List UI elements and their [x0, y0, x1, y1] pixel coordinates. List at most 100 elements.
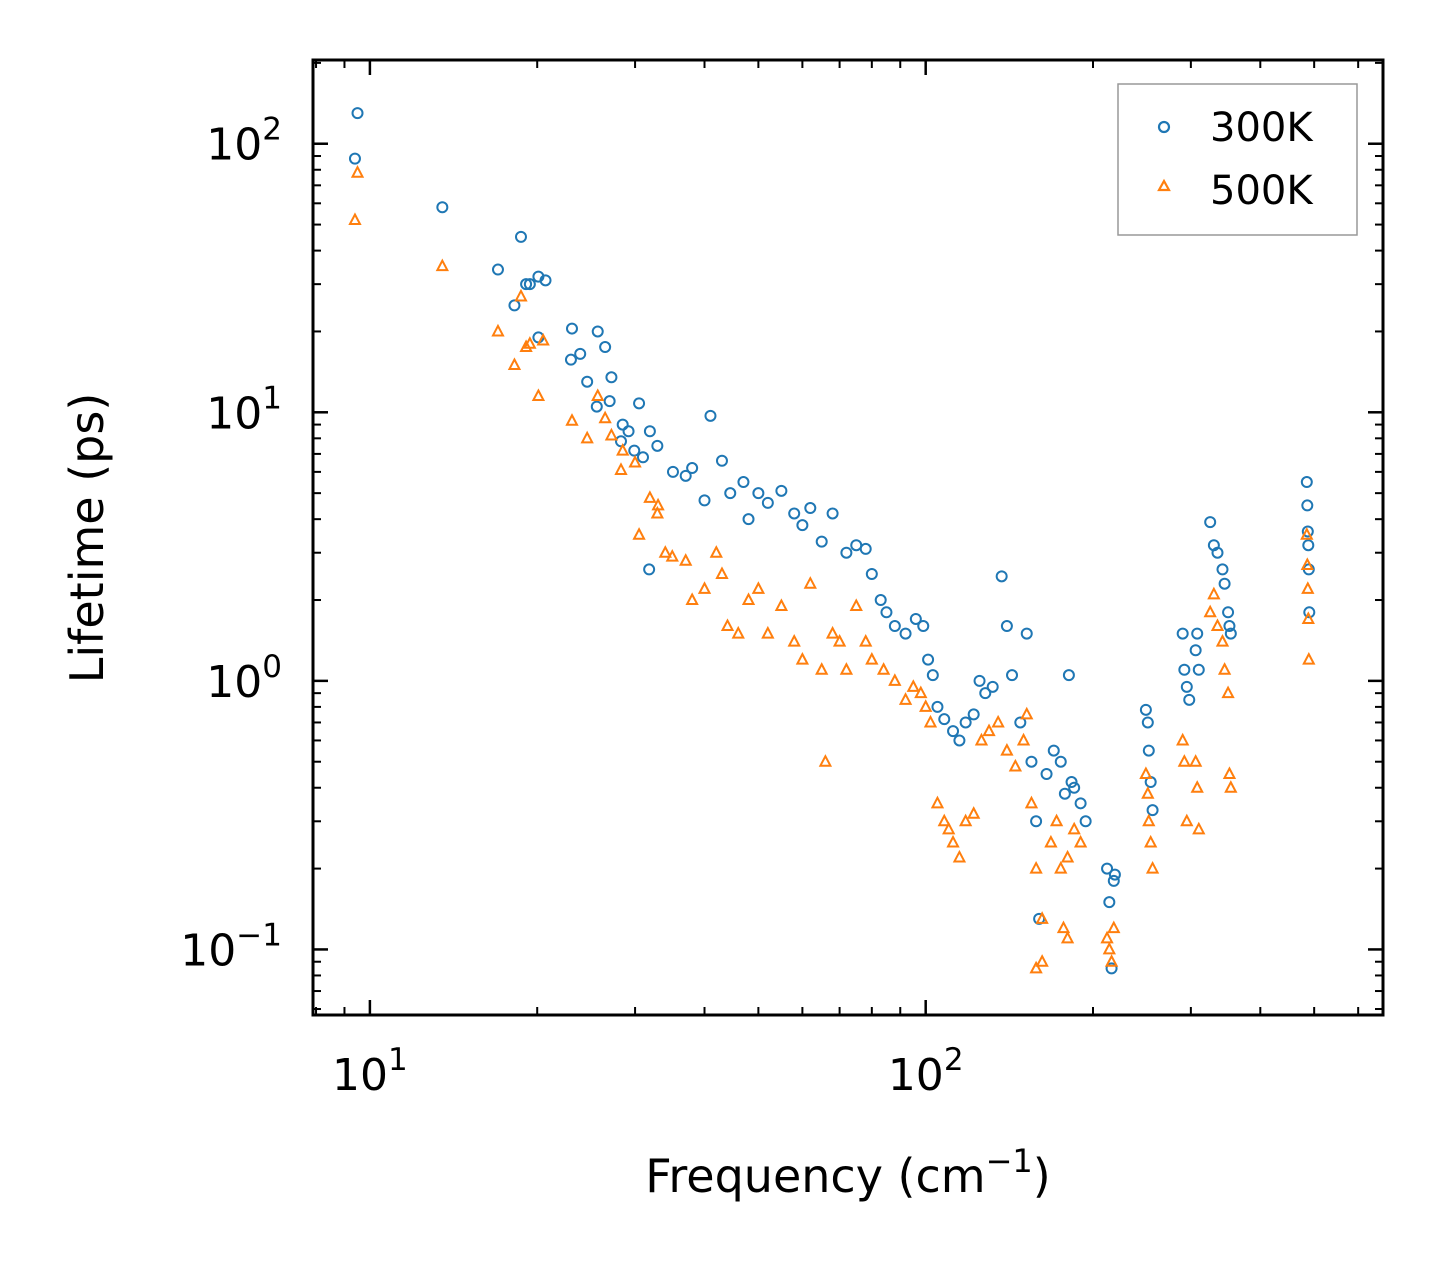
data-point-500k — [614, 462, 628, 475]
data-point-500k — [952, 849, 967, 863]
data-point-300k — [1204, 516, 1217, 529]
data-point-300k — [1065, 776, 1078, 789]
data-point-300k — [1301, 499, 1314, 512]
data-point-500k — [1044, 834, 1058, 848]
data-point-300k — [679, 469, 692, 482]
data-point-500k — [350, 165, 365, 178]
legend-marker-500k — [1157, 178, 1171, 192]
data-point-500k — [898, 692, 913, 705]
data-point-300k — [348, 152, 361, 165]
data-point-300k — [633, 397, 646, 410]
y-tick-label: 102 — [206, 112, 282, 171]
data-point-500k — [685, 592, 699, 606]
x-tick-label: 101 — [332, 1042, 408, 1101]
y-tick-label-base: 10 — [206, 120, 262, 171]
data-point-500k — [803, 576, 817, 589]
data-point-500k — [1302, 651, 1316, 665]
data-point-500k — [876, 662, 891, 675]
data-point-300k — [1302, 539, 1315, 552]
data-point-500k — [604, 427, 619, 441]
y-tick-label-exponent: −1 — [236, 917, 282, 953]
data-point-300k — [724, 487, 737, 500]
data-point-300k — [564, 353, 577, 366]
data-point-500k — [1104, 954, 1119, 967]
data-point-300k — [917, 620, 930, 633]
data-point-300k — [1020, 627, 1033, 640]
data-point-500k — [1016, 732, 1031, 746]
x-tick-label-exponent: 2 — [944, 1042, 964, 1078]
data-point-500k — [650, 505, 665, 519]
data-point-300k — [1025, 755, 1038, 768]
data-point-300k — [715, 454, 728, 467]
data-point-500k — [531, 388, 546, 401]
data-point-300k — [1062, 669, 1075, 682]
data-point-300k — [931, 700, 944, 713]
data-point-500k — [1300, 527, 1314, 540]
data-point-500k — [1300, 557, 1314, 571]
data-point-500k — [982, 723, 996, 737]
data-point-500k — [946, 834, 960, 848]
data-point-500k — [1203, 604, 1217, 618]
data-point-500k — [1024, 795, 1039, 809]
data-point-300k — [1176, 627, 1189, 640]
data-point-500k — [967, 806, 981, 819]
data-point-300k — [1191, 627, 1204, 640]
data-point-300k — [840, 546, 853, 559]
data-point-500k — [1142, 813, 1156, 827]
data-point-300k — [1103, 896, 1116, 909]
data-point-300k — [1218, 577, 1231, 590]
data-point-500k — [1056, 920, 1071, 934]
data-point-300k — [514, 230, 527, 243]
data-point-300k — [775, 484, 788, 497]
data-point-500k — [616, 442, 630, 456]
data-point-300k — [1216, 563, 1229, 576]
data-point-300k — [953, 734, 966, 747]
data-point-500k — [1301, 611, 1315, 624]
data-point-300k — [1139, 703, 1152, 716]
data-point-500k — [1107, 920, 1121, 934]
y-tick-label-exponent: 0 — [262, 649, 282, 685]
data-point-300k — [926, 669, 939, 682]
data-point-500k — [1000, 742, 1014, 756]
x-axis-label: Frequency (cm−1) — [645, 1142, 1050, 1203]
data-point-300k — [666, 465, 679, 478]
data-point-500k — [1301, 581, 1315, 594]
data-point-500k — [435, 258, 449, 272]
data-point-500k — [795, 651, 810, 665]
data-point-500k — [906, 679, 920, 692]
x-tick-label-base: 10 — [888, 1050, 944, 1101]
data-point-500k — [565, 413, 579, 426]
data-points — [348, 107, 1316, 975]
data-point-500k — [715, 566, 729, 579]
data-point-300k — [959, 716, 972, 729]
y-tick-label: 100 — [206, 649, 282, 708]
data-point-500k — [598, 410, 612, 424]
data-point-300k — [1105, 962, 1118, 975]
y-tick-label-exponent: 2 — [262, 112, 282, 148]
data-point-500k — [632, 527, 646, 540]
legend-frame — [1117, 83, 1358, 236]
data-point-300k — [922, 653, 935, 666]
data-point-300k — [995, 570, 1008, 583]
y-tick-label: 101 — [206, 380, 282, 439]
data-point-500k — [1222, 766, 1237, 780]
data-point-300k — [581, 375, 594, 388]
data-point-300k — [1047, 744, 1060, 757]
data-point-300k — [737, 476, 750, 489]
data-point-300k — [1178, 663, 1191, 676]
data-point-300k — [1192, 663, 1205, 676]
data-point-300k — [1058, 787, 1071, 800]
data-point-500k — [1177, 754, 1191, 767]
data-point-300k — [1301, 525, 1314, 538]
y-tick-label-base: 10 — [180, 925, 236, 976]
data-point-500k — [859, 633, 873, 647]
data-point-500k — [591, 388, 605, 401]
data-point-300k — [880, 606, 893, 619]
data-point-500k — [761, 625, 775, 639]
data-point-300k — [616, 418, 629, 431]
data-point-500k — [1054, 860, 1068, 874]
data-point-500k — [1060, 849, 1075, 863]
data-point-300k — [1040, 768, 1053, 781]
data-point-300k — [979, 687, 992, 700]
data-point-300k — [1180, 680, 1193, 693]
